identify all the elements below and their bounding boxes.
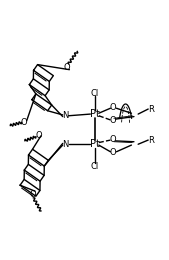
Text: Pt: Pt	[90, 139, 100, 149]
Text: Cl: Cl	[90, 89, 99, 98]
Text: O: O	[110, 148, 116, 157]
Text: O: O	[110, 116, 116, 125]
Text: O: O	[64, 63, 70, 72]
Text: N: N	[62, 111, 68, 120]
Text: O: O	[35, 131, 42, 140]
Text: R: R	[149, 135, 154, 145]
Text: Pt: Pt	[90, 109, 100, 119]
Text: R: R	[149, 105, 154, 114]
Text: N: N	[62, 140, 68, 149]
Text: O: O	[110, 135, 116, 144]
Text: O: O	[29, 190, 36, 199]
Text: O: O	[21, 118, 28, 127]
Text: Cl: Cl	[90, 161, 99, 171]
Text: O: O	[110, 103, 116, 112]
